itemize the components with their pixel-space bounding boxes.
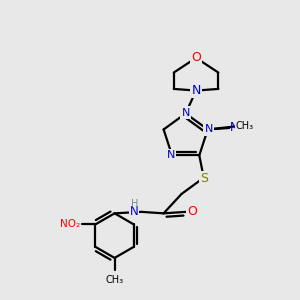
Text: O: O bbox=[188, 206, 197, 218]
Text: N: N bbox=[167, 150, 175, 161]
Text: N: N bbox=[230, 122, 239, 134]
Text: S: S bbox=[200, 172, 208, 185]
Text: N: N bbox=[191, 84, 201, 97]
Text: H: H bbox=[131, 199, 138, 208]
Text: NO₂: NO₂ bbox=[60, 220, 80, 230]
Text: N: N bbox=[130, 206, 138, 218]
Text: CH₃: CH₃ bbox=[236, 122, 254, 131]
Text: CH₃: CH₃ bbox=[106, 275, 124, 285]
Text: O: O bbox=[191, 51, 201, 64]
Text: N: N bbox=[204, 124, 213, 134]
Text: N: N bbox=[182, 108, 190, 118]
